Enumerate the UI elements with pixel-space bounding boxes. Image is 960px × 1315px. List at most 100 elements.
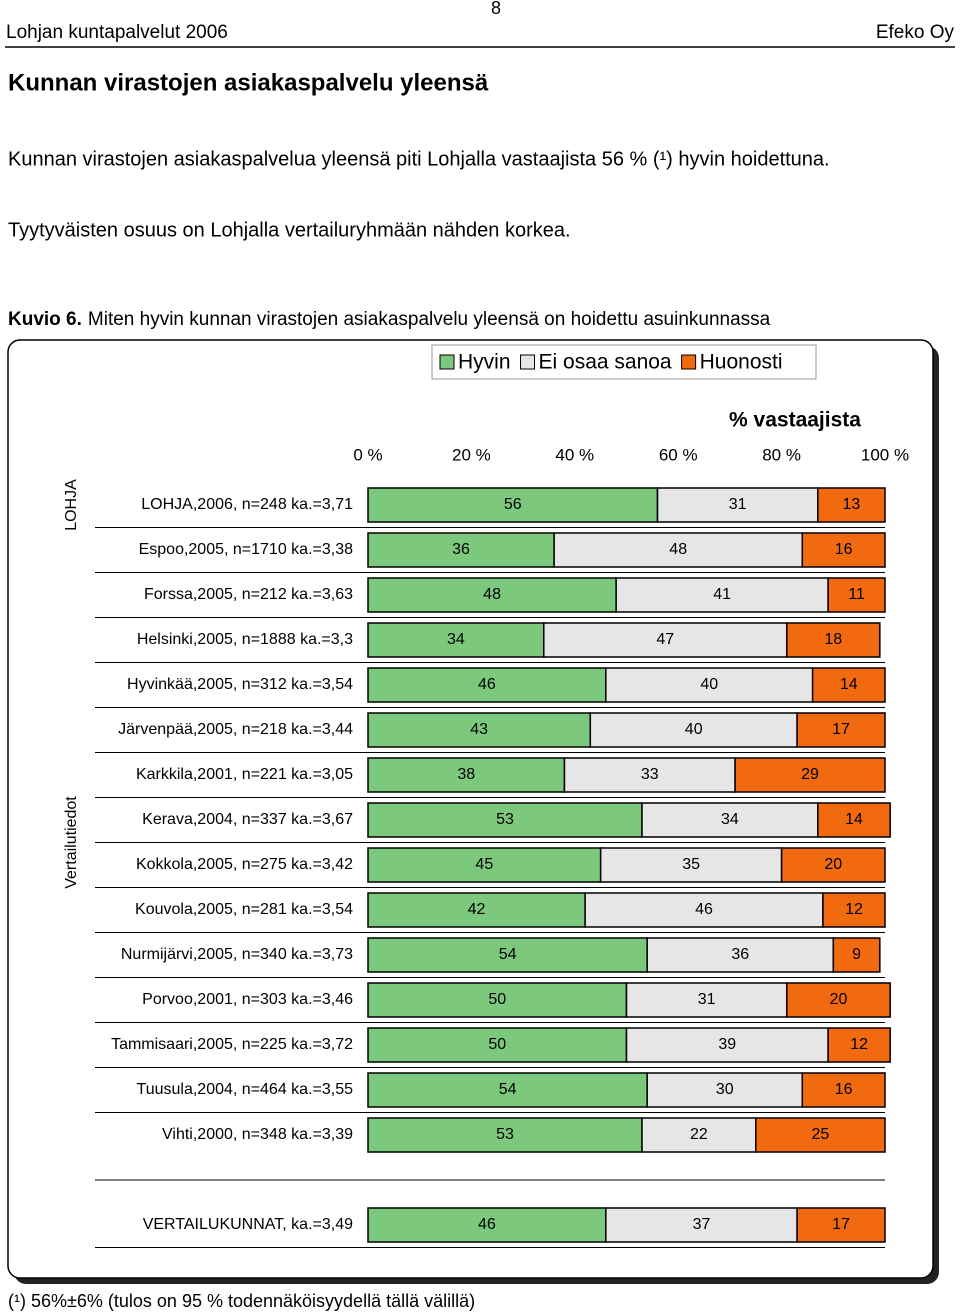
group-label: Vertailutiedot — [63, 796, 80, 889]
x-tick-label: 100 % — [861, 445, 909, 464]
bar-segment — [605, 667, 814, 703]
legend-swatch — [520, 354, 536, 370]
value-label: 9 — [852, 946, 861, 963]
legend-label: Hyvin — [458, 351, 511, 374]
bar-segment — [796, 1207, 886, 1243]
group-label: LOHJA — [63, 479, 80, 531]
category-label: Hyvinkää,2005, n=312 ka.=3,54 — [127, 676, 353, 693]
category-label: Forssa,2005, n=212 ka.=3,63 — [144, 586, 353, 603]
value-label: 46 — [478, 1216, 496, 1233]
bar-segment — [367, 892, 586, 928]
value-label: 11 — [848, 586, 865, 603]
value-label: 56 — [504, 496, 522, 513]
bar-segment — [367, 1207, 607, 1243]
bar-segment — [786, 622, 881, 658]
value-label: 48 — [483, 586, 501, 603]
chart: Hyvin Ei osaa sanoa Huonosti % vastaajista 0… — [63, 351, 909, 1248]
x-tick-label: 60 % — [659, 445, 698, 464]
bar-segment — [796, 712, 886, 748]
category-label: Porvoo,2001, n=303 ka.=3,46 — [142, 991, 353, 1008]
value-label: 36 — [731, 946, 749, 963]
value-label: 54 — [499, 1081, 517, 1098]
value-label: 14 — [845, 811, 863, 828]
bar-segment — [367, 577, 617, 613]
bar-segment — [367, 847, 602, 883]
category-label: Karkkila,2001, n=221 ka.=3,05 — [136, 766, 353, 783]
category-label: Helsinki,2005, n=1888 ka.=3,3 — [137, 631, 353, 648]
value-label: 46 — [478, 676, 496, 693]
category-label: Tuusula,2004, n=464 ka.=3,55 — [137, 1081, 354, 1098]
bar-segment — [367, 1117, 643, 1153]
legend-box — [431, 344, 817, 380]
bar-segment — [625, 982, 788, 1018]
bar-segment — [646, 937, 835, 973]
bar-segment — [367, 802, 643, 838]
bar-segment — [625, 1027, 829, 1063]
page-number: 8 — [491, 0, 501, 18]
caption-text: Miten hyvin kunnan virastojen asiakaspal… — [88, 309, 771, 330]
category-label: VERTAILUKUNNAT, ka.=3,49 — [143, 1216, 353, 1233]
bar-segment — [656, 487, 819, 523]
bar-segment — [646, 1072, 804, 1108]
bar-segment — [584, 892, 824, 928]
bar-segment — [367, 757, 566, 793]
value-label: 31 — [698, 991, 716, 1008]
bar-segment — [801, 532, 886, 568]
header-right: Efeko Oy — [876, 22, 955, 43]
bar-segment — [822, 892, 886, 928]
x-tick-label: 20 % — [452, 445, 491, 464]
value-label: 54 — [499, 946, 517, 963]
bar-segment — [755, 1117, 886, 1153]
value-label: 46 — [695, 901, 713, 918]
value-label: 39 — [718, 1036, 736, 1053]
category-label: Kerava,2004, n=337 ka.=3,67 — [142, 811, 353, 828]
category-label: LOHJA,2006, n=248 ka.=3,71 — [141, 496, 353, 513]
bar-segment — [641, 802, 819, 838]
value-label: 34 — [721, 811, 739, 828]
caption-label: Kuvio 6. — [8, 309, 82, 330]
bar-segment — [367, 1027, 628, 1063]
value-label: 12 — [845, 901, 863, 918]
value-label: 18 — [824, 631, 842, 648]
bar-segment — [615, 577, 829, 613]
paragraph: Kunnan virastojen asiakaspalvelua yleens… — [8, 148, 830, 170]
bar-segment — [641, 1117, 757, 1153]
value-label: 47 — [656, 631, 674, 648]
value-label: 34 — [447, 631, 465, 648]
footnote: (¹) 56%±6% (tulos on 95 % todennäköisyyd… — [8, 1291, 475, 1311]
category-label: Kouvola,2005, n=281 ka.=3,54 — [135, 901, 353, 918]
value-label: 13 — [842, 496, 860, 513]
bar-segment — [734, 757, 886, 793]
value-label: 16 — [835, 1081, 853, 1098]
value-label: 20 — [824, 856, 842, 873]
value-label: 17 — [832, 1216, 850, 1233]
paragraph: Tyytyväisten osuus on Lohjalla vertailur… — [8, 219, 571, 241]
value-label: 41 — [713, 586, 731, 603]
legend-label: Ei osaa sanoa — [539, 351, 672, 374]
category-label: Kokkola,2005, n=275 ka.=3,42 — [136, 856, 353, 873]
value-label: 50 — [488, 991, 506, 1008]
value-label: 12 — [850, 1036, 868, 1053]
page-title: Kunnan virastojen asiakaspalvelu yleensä — [8, 69, 489, 96]
x-axis-title: % vastaajista — [729, 409, 861, 432]
value-label: 40 — [700, 676, 718, 693]
category-label: Vihti,2000, n=348 ka.=3,39 — [162, 1126, 353, 1143]
value-label: 17 — [832, 721, 850, 738]
bar-segment — [553, 532, 804, 568]
value-label: 25 — [811, 1126, 829, 1143]
value-label: 22 — [690, 1126, 708, 1143]
legend-label: Huonosti — [700, 351, 783, 374]
value-label: 20 — [830, 991, 848, 1008]
value-label: 29 — [801, 766, 819, 783]
legend-swatch — [439, 354, 455, 370]
bar-segment — [367, 937, 648, 973]
category-label: Tammisaari,2005, n=225 ka.=3,72 — [111, 1036, 353, 1053]
value-label: 50 — [488, 1036, 506, 1053]
bar-segment — [786, 982, 891, 1018]
value-label: 53 — [496, 1126, 514, 1143]
value-label: 37 — [693, 1216, 711, 1233]
bar-segment — [817, 487, 886, 523]
category-label: Nurmijärvi,2005, n=340 ka.=3,73 — [121, 946, 353, 963]
bar-segment — [827, 1027, 891, 1063]
